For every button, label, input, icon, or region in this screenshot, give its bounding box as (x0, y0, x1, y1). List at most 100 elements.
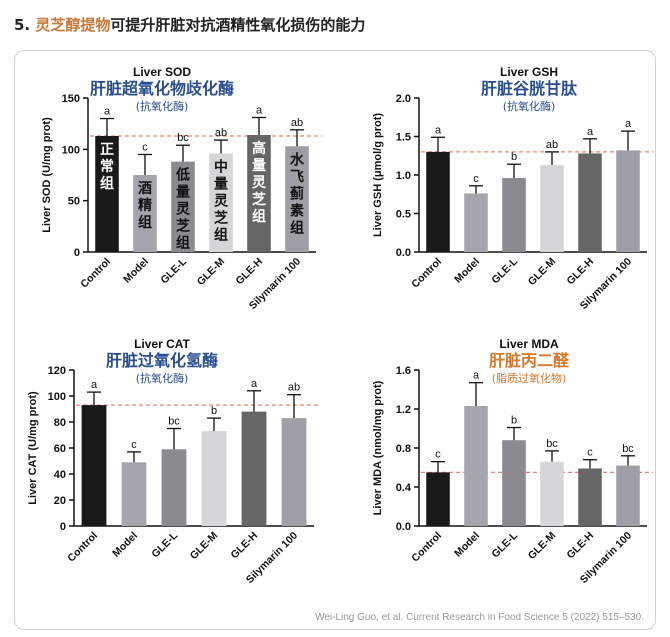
chart-subtitle-cn: 肝脏谷胱甘肽 (481, 79, 578, 98)
significance-letter: a (435, 124, 442, 136)
chart-subtitle-cn2: (抗氧化酶) (136, 99, 189, 113)
y-tick-label: 0.0 (396, 521, 411, 533)
section-heading: 5. 灵芝醇提物可提升肝脏对抗酒精性氧化损伤的能力 (14, 14, 365, 35)
bar-gle-l (161, 449, 187, 526)
y-tick-label: 100 (48, 391, 66, 403)
significance-letter: ab (546, 139, 558, 151)
bar-silymarin-100 (285, 146, 309, 252)
significance-letter: bc (168, 416, 180, 428)
bar-control (95, 135, 119, 252)
bar-silymarin-100 (616, 465, 640, 526)
y-tick-label: 1.6 (396, 365, 411, 377)
heading-highlight: 灵芝醇提物 (35, 16, 111, 34)
bar-control (426, 472, 450, 526)
significance-letter: a (587, 126, 594, 138)
bar-label-cn: 高量灵芝组 (252, 140, 267, 225)
significance-letter: bc (622, 443, 634, 455)
significance-letter: a (251, 378, 258, 390)
y-tick-label: 0 (74, 247, 80, 259)
x-tick-label: GLE-M (188, 529, 221, 562)
bar-label-cn: 酒精组 (138, 181, 152, 231)
bar-label-cn: 正常组 (100, 142, 114, 192)
bar-gle-l (502, 440, 526, 526)
y-axis-label: Liver CAT (U/mg prot) (27, 391, 39, 505)
bar-model (464, 406, 488, 526)
x-tick-label: GLE-M (526, 255, 559, 288)
bar-control (426, 151, 450, 252)
significance-letter: bc (546, 438, 558, 450)
y-tick-label: 0 (60, 521, 66, 533)
significance-letter: c (142, 141, 148, 153)
figure-panel (14, 50, 656, 630)
y-tick-label: 1.2 (396, 404, 411, 416)
bar-gle-h (578, 153, 602, 252)
y-tick-label: 1.5 (396, 132, 411, 144)
heading-text: 可提升肝脏对抗酒精性氧化损伤的能力 (110, 16, 366, 34)
y-tick-label: 50 (68, 196, 80, 208)
y-tick-label: 60 (54, 443, 66, 455)
y-axis-label: Liver MDA (nmol/mg prot) (372, 380, 384, 515)
heading-number: 5. (14, 16, 31, 34)
y-axis-label: Liver SOD (U/mg prot) (41, 117, 53, 233)
chart-subtitle-cn2: (抗氧化酶) (136, 371, 189, 385)
y-tick-label: 120 (48, 365, 66, 377)
chart-subtitle-cn: 肝脏超氧化物歧化酶 (90, 79, 234, 98)
x-tick-label: GLE-L (489, 255, 520, 286)
chart-title: Liver CAT (134, 337, 190, 351)
bar-gle-h (247, 134, 271, 252)
bar-model (121, 462, 147, 526)
y-tick-label: 0.8 (396, 443, 411, 455)
significance-letter: c (473, 173, 479, 185)
x-tick-label: GLE-H (234, 256, 266, 288)
chart-title: Liver GSH (500, 65, 558, 79)
x-tick-label: GLE-L (149, 529, 180, 560)
x-tick-label: GLE-H (565, 256, 597, 288)
y-tick-label: 40 (54, 469, 66, 481)
y-tick-label: 80 (54, 417, 66, 429)
chart-subtitle-cn: 肝脏过氧化氢酶 (106, 351, 218, 370)
chart-subtitle-cn: 肝脏丙二醛 (489, 351, 570, 370)
x-tick-label: Model (110, 530, 140, 560)
x-tick-label: Control (78, 256, 113, 291)
y-tick-label: 0.5 (396, 209, 411, 221)
x-tick-label: GLE-M (195, 255, 228, 288)
significance-letter: b (211, 405, 217, 417)
bar-gle-h (241, 411, 267, 526)
y-tick-label: 150 (62, 93, 80, 105)
bar-gle-m (209, 153, 233, 252)
y-tick-label: 0.0 (396, 247, 411, 259)
bar-gle-m (540, 461, 564, 526)
chart-title: Liver SOD (133, 65, 191, 79)
x-tick-label: Control (65, 530, 100, 565)
significance-letter: c (587, 447, 593, 459)
bar-label-cn: 中量灵芝组 (214, 158, 229, 243)
x-tick-label: GLE-H (229, 530, 261, 562)
chart-subtitle-cn2: (脂质过氧化物) (492, 371, 567, 385)
x-tick-label: GLE-H (565, 530, 597, 562)
x-tick-label: GLE-L (158, 255, 189, 286)
x-tick-label: GLE-L (489, 529, 520, 560)
significance-letter: a (91, 379, 98, 391)
significance-letter: a (473, 370, 480, 382)
significance-letter: ab (291, 117, 303, 129)
citation: Wei-Ling Guo, et al. Current Research in… (315, 612, 644, 623)
y-tick-label: 0.4 (396, 482, 412, 494)
y-tick-label: 100 (62, 144, 80, 156)
significance-letter: a (625, 118, 632, 130)
bar-gle-m (201, 431, 227, 526)
bar-model (464, 193, 488, 252)
bar-label-cn: 低量灵芝组 (175, 167, 191, 252)
bar-silymarin-100 (281, 418, 307, 526)
x-tick-label: Model (452, 530, 482, 560)
x-tick-label: GLE-M (526, 529, 559, 562)
significance-letter: ab (288, 382, 300, 394)
y-tick-label: 1.0 (396, 170, 411, 182)
bar-gle-m (540, 164, 564, 252)
significance-letter: c (435, 449, 441, 461)
significance-letter: bc (177, 132, 189, 144)
